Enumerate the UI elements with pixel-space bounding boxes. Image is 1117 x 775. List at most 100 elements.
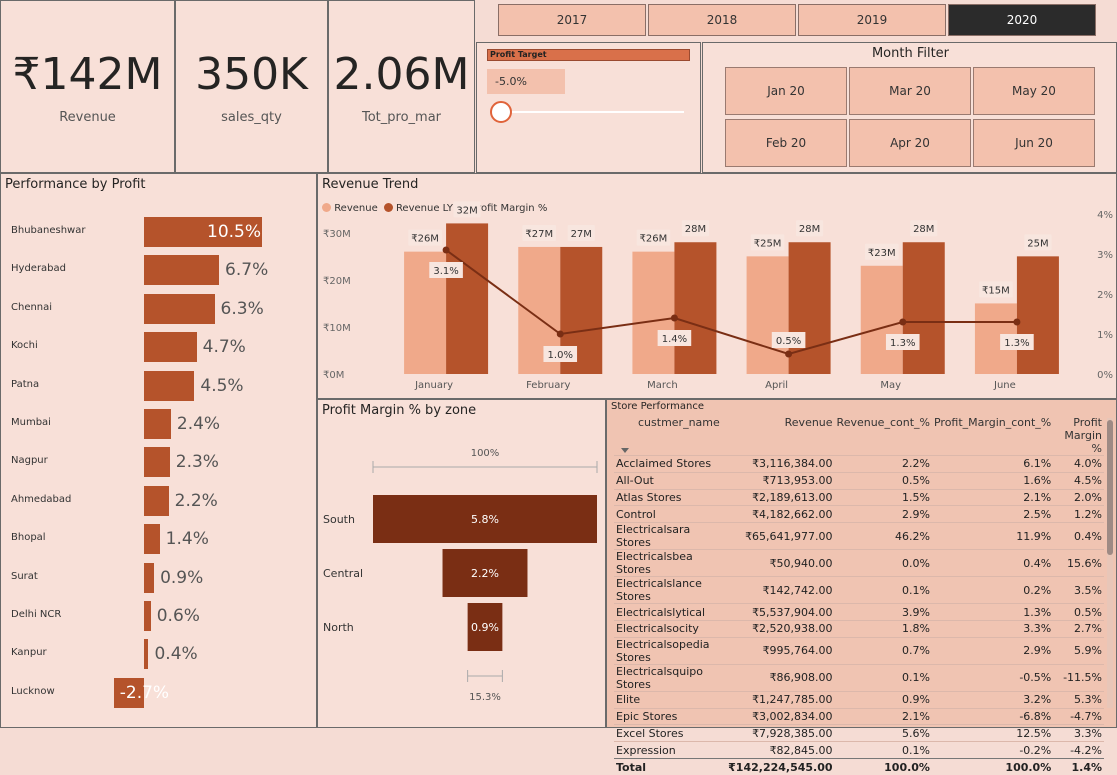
table-cell: -4.7% [1070, 709, 1102, 723]
profit-bar[interactable] [144, 639, 149, 670]
profit-bar[interactable] [144, 409, 171, 439]
table-scrollbar[interactable] [1107, 418, 1113, 708]
year-button-2019[interactable]: 2019 [798, 4, 946, 36]
legend-revenue: Revenue [322, 203, 378, 214]
profit-bar[interactable] [144, 447, 170, 478]
profit-label: 10.5% [207, 222, 262, 242]
profit-target-slider-handle[interactable] [490, 101, 512, 123]
profit-margin-point[interactable] [785, 350, 793, 358]
revenue-ly-bar[interactable] [902, 242, 945, 374]
table-row[interactable]: Expression ₹82,845.00 0.1% -0.2% -4.2% [614, 741, 1104, 759]
table-cell: 6.1% [1023, 457, 1052, 471]
month-button-jan-20[interactable]: Jan 20 [725, 67, 847, 115]
city-label: Ahmedabad [11, 493, 72, 505]
revenue-data-label-bg [979, 281, 1013, 298]
column-header[interactable]: Profit Margin % [1064, 416, 1102, 455]
table-cell: Expression [616, 743, 676, 757]
year-button-2018[interactable]: 2018 [648, 4, 796, 36]
profit-bar[interactable] [144, 524, 160, 555]
profit-bar[interactable] [113, 677, 144, 708]
column-header[interactable]: Profit_Margin_cont_% [933, 416, 1052, 429]
table-cell: 0.5% [1074, 605, 1102, 619]
city-label: Lucknow [11, 685, 55, 697]
profit-label: 0.4% [154, 644, 198, 665]
revenue-ly-bar[interactable] [674, 242, 717, 374]
profit-margin-label-bg [1000, 334, 1034, 350]
profit-margin-point[interactable] [899, 318, 907, 326]
performance-row: Kochi 4.7% [1, 332, 317, 363]
performance-row: Kanpur 0.4% [1, 639, 317, 670]
profit-bar[interactable] [144, 293, 215, 324]
y-tick-label: ₹20M [323, 276, 351, 287]
profit-label: 0.6% [156, 606, 200, 626]
table-row[interactable]: Electricalsara Stores ₹65,641,977.00 46.2%… [614, 522, 1104, 550]
revenue-ly-data-label-bg [453, 201, 481, 218]
table-cell: Control [616, 507, 656, 521]
zone-bar[interactable] [442, 549, 528, 597]
table-row[interactable]: Electricalslance Stores ₹142,742.00 0.1% 0.… [614, 576, 1104, 604]
revenue-ly-bar[interactable] [446, 223, 489, 374]
column-header[interactable]: custmer_name [638, 416, 720, 429]
legend-revenue-ly-dot [383, 203, 393, 212]
revenue-ly-bar[interactable] [788, 242, 831, 374]
profit-margin-point[interactable] [556, 330, 564, 338]
month-button-mar-20[interactable]: Mar 20 [849, 67, 971, 115]
revenue-ly-data-label: 28M [913, 224, 934, 235]
table-row[interactable]: Epic Stores ₹3,002,834.00 2.1% -6.8% -4.7% [614, 708, 1104, 725]
revenue-ly-bar[interactable] [1016, 256, 1059, 374]
column-header[interactable]: Revenue_cont_% [836, 416, 930, 429]
month-button-apr-20[interactable]: Apr 20 [849, 119, 971, 167]
table-row[interactable]: Electricalsquipo Stores ₹86,908.00 0.1% -0.… [614, 664, 1104, 691]
zone-bar[interactable] [467, 603, 503, 651]
profit-margin-point[interactable] [442, 246, 450, 254]
table-row[interactable]: Electricalsopedia Stores ₹995,764.00 0.7% 2… [614, 637, 1104, 664]
sort-caret-icon[interactable] [621, 448, 629, 453]
profit-margin-point[interactable] [1013, 318, 1021, 326]
table-row[interactable]: Electricalsbea Stores ₹50,940.00 0.0% 0.4% 1… [614, 549, 1104, 577]
revenue-trend-chart: ₹0M ₹10M ₹20M ₹30M 0% 1% 2% 3% 4% ₹26M 32M January ₹… [323, 201, 1113, 391]
funnel-bottom-label: 15.3% [469, 692, 501, 703]
month-button-jun-20[interactable]: Jun 20 [973, 119, 1095, 167]
profit-margin-point[interactable] [670, 314, 678, 322]
city-label: Surat [11, 570, 38, 582]
kpi-profit-margin-label: Tot_pro_mar [361, 109, 442, 125]
store-table-header: custmer_name Revenue Revenue_cont_% Profit_… [614, 416, 1104, 456]
table-row[interactable]: Elite ₹1,247,785.00 0.9% 3.2% 5.3% [614, 691, 1104, 708]
table-cell: Electricalslance Stores [616, 577, 702, 604]
profit-bar[interactable] [144, 485, 169, 516]
table-cell: 2.0% [1074, 490, 1102, 504]
city-label: Bhubaneshwar [11, 225, 86, 236]
month-filter-title: Month Filter [871, 46, 950, 61]
zone-bar[interactable] [373, 495, 597, 543]
table-scrollbar-thumb[interactable] [1107, 420, 1113, 555]
revenue-bar[interactable] [746, 256, 789, 374]
column-header[interactable]: Revenue [784, 416, 833, 429]
year-button-2020[interactable]: 2020 [948, 4, 1096, 36]
profit-bar[interactable] [144, 370, 195, 401]
table-row[interactable]: All-Out ₹713,953.00 0.5% 1.6% 4.5% [614, 472, 1104, 489]
table-row[interactable]: Electricalsocity ₹2,520,938.00 1.8% 3.3% 2.7… [614, 620, 1104, 637]
table-cell: ₹65,641,977.00 [745, 529, 833, 543]
table-row[interactable]: Excel Stores ₹7,928,385.00 5.6% 12.5% 3.3% [614, 724, 1104, 742]
profit-bar[interactable] [144, 601, 151, 631]
year-button-2017[interactable]: 2017 [498, 4, 646, 36]
profit-target-slider-track[interactable] [491, 111, 684, 113]
revenue-bar[interactable] [860, 265, 903, 374]
month-button-may-20[interactable]: May 20 [973, 67, 1095, 115]
profit-bar[interactable] [144, 562, 155, 593]
table-row[interactable]: Electricalslytical ₹5,537,904.00 3.9% 1.3% 0… [614, 603, 1104, 621]
profit-bar[interactable] [144, 255, 220, 286]
total-cell: 1.4% [1053, 757, 1104, 775]
month-button-feb-20[interactable]: Feb 20 [725, 119, 847, 167]
profit-label: 2.3% [175, 452, 219, 473]
table-cell: -4.2% [1070, 743, 1102, 757]
profit-bar[interactable] [144, 332, 197, 363]
table-row[interactable]: Acclaimed Stores ₹3,116,384.00 2.2% 6.1% 4.0… [614, 455, 1104, 473]
profit-label: 4.7% [202, 337, 246, 358]
profit-bar[interactable] [144, 217, 262, 247]
table-row[interactable]: Control ₹4,182,662.00 2.9% 2.5% 1.2% [614, 505, 1104, 523]
revenue-bar[interactable] [632, 251, 675, 374]
table-row[interactable]: Atlas Stores ₹2,189,613.00 1.5% 2.1% 2.0% [614, 489, 1104, 506]
profit-target-input[interactable]: -5.0% [487, 69, 565, 94]
table-cell: ₹50,940.00 [769, 556, 833, 570]
